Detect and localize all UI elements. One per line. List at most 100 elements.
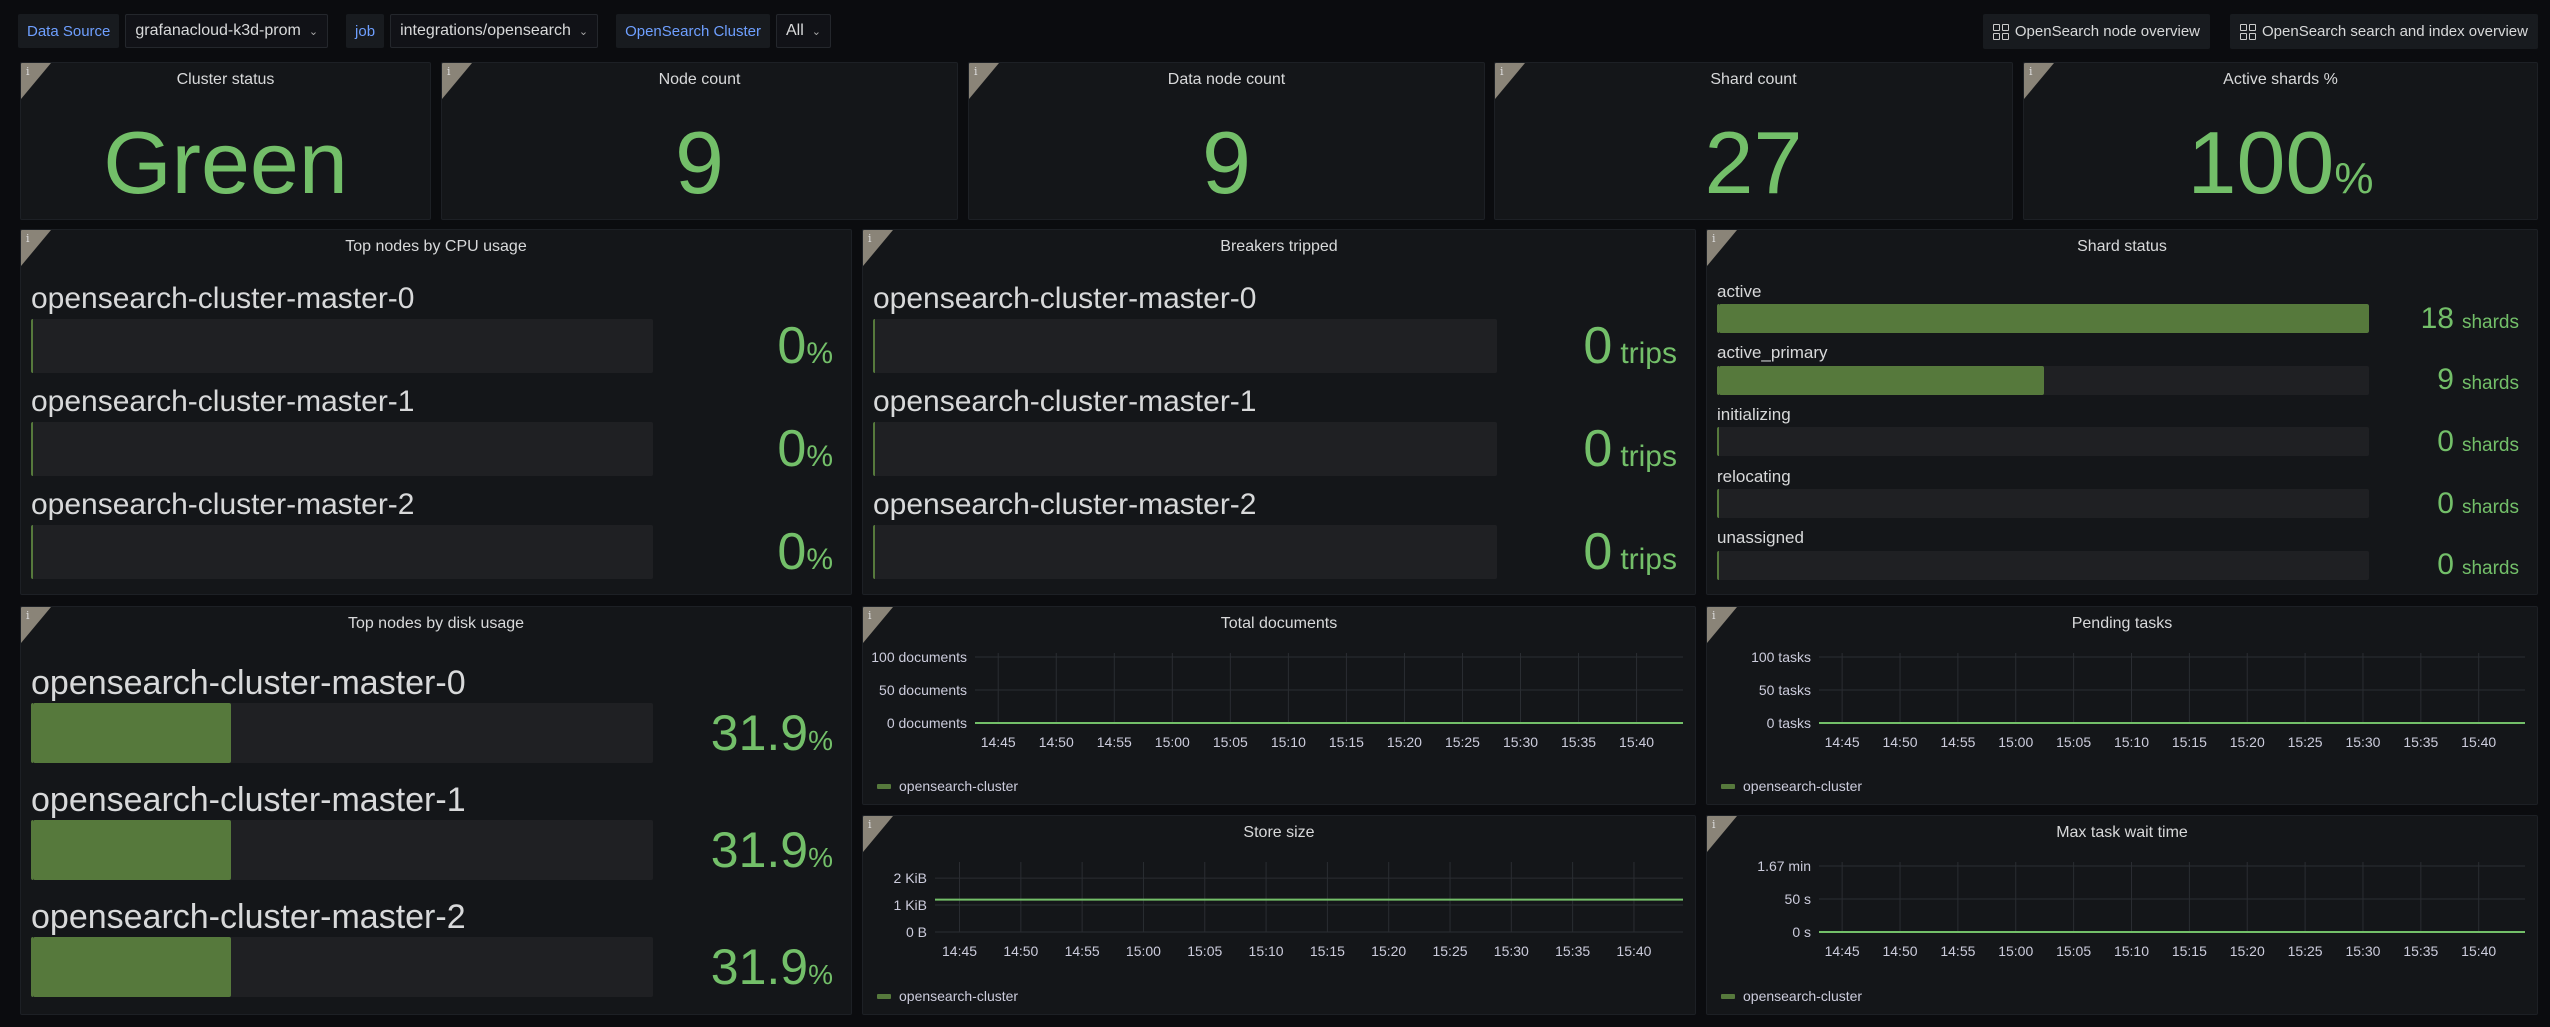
x-tick-label: 15:20 (2230, 943, 2265, 959)
row-value: 9 shards (2437, 363, 2519, 397)
total-documents-panel: i Total documents 0 documents 50 document… (862, 606, 1696, 805)
x-tick-label: 14:50 (1003, 943, 1038, 959)
dashboard-links: OpenSearch node overview OpenSearch sear… (1982, 14, 2538, 49)
panel-title: Total documents (1220, 615, 1338, 632)
info-icon[interactable]: i (863, 816, 893, 852)
legend-swatch (877, 783, 891, 789)
x-tick-label: 15:15 (1329, 734, 1364, 750)
bar-fill (33, 820, 231, 880)
stat-value: 27 (1704, 113, 1803, 212)
info-icon[interactable]: i (2024, 63, 2054, 99)
variables-bar: Data Source grafanacloud-k3d-prom ⌄ job i… (18, 14, 849, 48)
x-tick-label: 15:35 (1555, 943, 1590, 959)
bar-track (1717, 427, 2369, 457)
row-label: initializing (1717, 404, 1791, 424)
row-value: 0 trips (1583, 419, 1677, 478)
bar-track (1717, 550, 2369, 580)
info-icon[interactable]: i (863, 230, 893, 266)
bar-gauge-row: opensearch-cluster-master-0 0 trips (873, 282, 1677, 376)
legend-item[interactable]: opensearch-cluster (877, 988, 1018, 1004)
search-index-overview-label: OpenSearch search and index overview (2262, 23, 2528, 40)
panel-title: Cluster status (176, 71, 275, 88)
row-label: opensearch-cluster-master-2 (31, 898, 466, 936)
x-tick-label: 15:25 (1445, 734, 1480, 750)
panel-title: Shard count (1710, 71, 1797, 88)
row-label: opensearch-cluster-master-2 (31, 487, 415, 521)
info-icon[interactable]: i (442, 63, 472, 99)
job-variable-label: job (346, 14, 385, 48)
job-variable-select[interactable]: integrations/opensearch ⌄ (390, 14, 599, 48)
x-tick-label: 15:25 (2288, 734, 2323, 750)
info-icon[interactable]: i (21, 230, 51, 266)
bar-gauge-row: opensearch-cluster-master-1 0% (31, 385, 833, 479)
bar-gauge-row: relocating 0 shards (1717, 467, 2519, 521)
row-label: opensearch-cluster-master-0 (873, 282, 1257, 316)
panel-title: Top nodes by CPU usage (345, 238, 527, 255)
bar-gauge-row: opensearch-cluster-master-0 31.9% (31, 664, 833, 763)
y-tick-label: 50 documents (879, 682, 967, 698)
info-icon[interactable]: i (21, 63, 51, 99)
bar-track (873, 524, 1497, 579)
legend-item[interactable]: opensearch-cluster (877, 778, 1018, 794)
info-icon[interactable]: i (1707, 230, 1737, 266)
node-overview-link[interactable]: OpenSearch node overview (1982, 14, 2210, 49)
bar-track (31, 937, 653, 997)
row-value: 0% (777, 419, 833, 478)
legend-item[interactable]: opensearch-cluster (1721, 778, 1862, 794)
max-task-wait-panel: i Max task wait time 0 s 50 s 1.67 min 14:4… (1706, 815, 2538, 1015)
x-tick-label: 14:50 (1039, 734, 1074, 750)
cluster-value: All (785, 22, 804, 39)
y-tick-label: 0 s (1792, 924, 1811, 940)
search-index-overview-link[interactable]: OpenSearch search and index overview (2230, 14, 2538, 49)
row-value: 0% (777, 317, 833, 376)
info-icon[interactable]: i (1707, 607, 1737, 643)
panel-title: Top nodes by disk usage (347, 615, 525, 632)
shard-status-panel: i Shard status active 18 shards active_pri… (1706, 229, 2538, 595)
x-tick-label: 15:40 (1616, 943, 1651, 959)
x-tick-label: 15:20 (1387, 734, 1422, 750)
info-icon[interactable]: i (863, 607, 893, 643)
info-icon[interactable]: i (21, 607, 51, 643)
bar-gauge-row: active_primary 9 shards (1717, 343, 2519, 397)
data-node-count-panel: i Data node count 9 (968, 62, 1485, 220)
legend-item[interactable]: opensearch-cluster (1721, 988, 1862, 1004)
row-value: 0 shards (2437, 424, 2519, 458)
x-tick-label: 15:35 (1561, 734, 1596, 750)
info-icon[interactable]: i (969, 63, 999, 99)
x-tick-label: 14:45 (942, 943, 977, 959)
row-label: active_primary (1717, 343, 1828, 363)
x-tick-label: 15:10 (1271, 734, 1306, 750)
y-tick-label: 100 documents (871, 649, 967, 665)
panel-title: Active shards % (2223, 71, 2338, 88)
x-tick-label: 15:30 (1503, 734, 1538, 750)
cluster-variable-select[interactable]: All ⌄ (775, 14, 831, 48)
info-icon[interactable]: i (1495, 63, 1525, 99)
x-tick-label: 15:40 (2461, 734, 2496, 750)
x-tick-label: 15:10 (2114, 734, 2149, 750)
panel-title: Data node count (1167, 71, 1286, 88)
x-tick-label: 14:55 (1940, 943, 1975, 959)
x-tick-label: 14:55 (1097, 734, 1132, 750)
time-series-chart: 0 documents 50 documents 100 documents 14:4… (871, 649, 1683, 750)
x-tick-label: 14:55 (1065, 943, 1100, 959)
info-icon[interactable]: i (1707, 816, 1737, 852)
x-tick-label: 15:10 (1249, 943, 1284, 959)
x-tick-label: 14:50 (1882, 734, 1917, 750)
y-tick-label: 1 KiB (894, 897, 927, 913)
x-tick-label: 15:15 (2172, 734, 2207, 750)
row-value: 0 trips (1583, 317, 1677, 376)
bar-track (31, 524, 653, 579)
x-tick-label: 15:15 (1310, 943, 1345, 959)
row-value: 31.9% (710, 939, 833, 995)
bar-fill (33, 703, 231, 763)
row-label: opensearch-cluster-master-1 (31, 384, 415, 418)
disk-usage-panel: i Top nodes by disk usage opensearch-clu… (20, 606, 852, 1015)
time-series-chart: 0 tasks 50 tasks 100 tasks 14:45 14:50 14:55 1… (1751, 649, 2525, 750)
x-tick-label: 15:00 (1155, 734, 1190, 750)
datasource-variable-select[interactable]: grafanacloud-k3d-prom ⌄ (125, 14, 329, 48)
y-tick-label: 2 KiB (894, 870, 927, 886)
row-label: opensearch-cluster-master-2 (873, 487, 1257, 521)
bar-gauge-row: opensearch-cluster-master-1 0 trips (873, 385, 1677, 479)
row-label: opensearch-cluster-master-1 (873, 384, 1257, 418)
bar-track (31, 319, 653, 374)
